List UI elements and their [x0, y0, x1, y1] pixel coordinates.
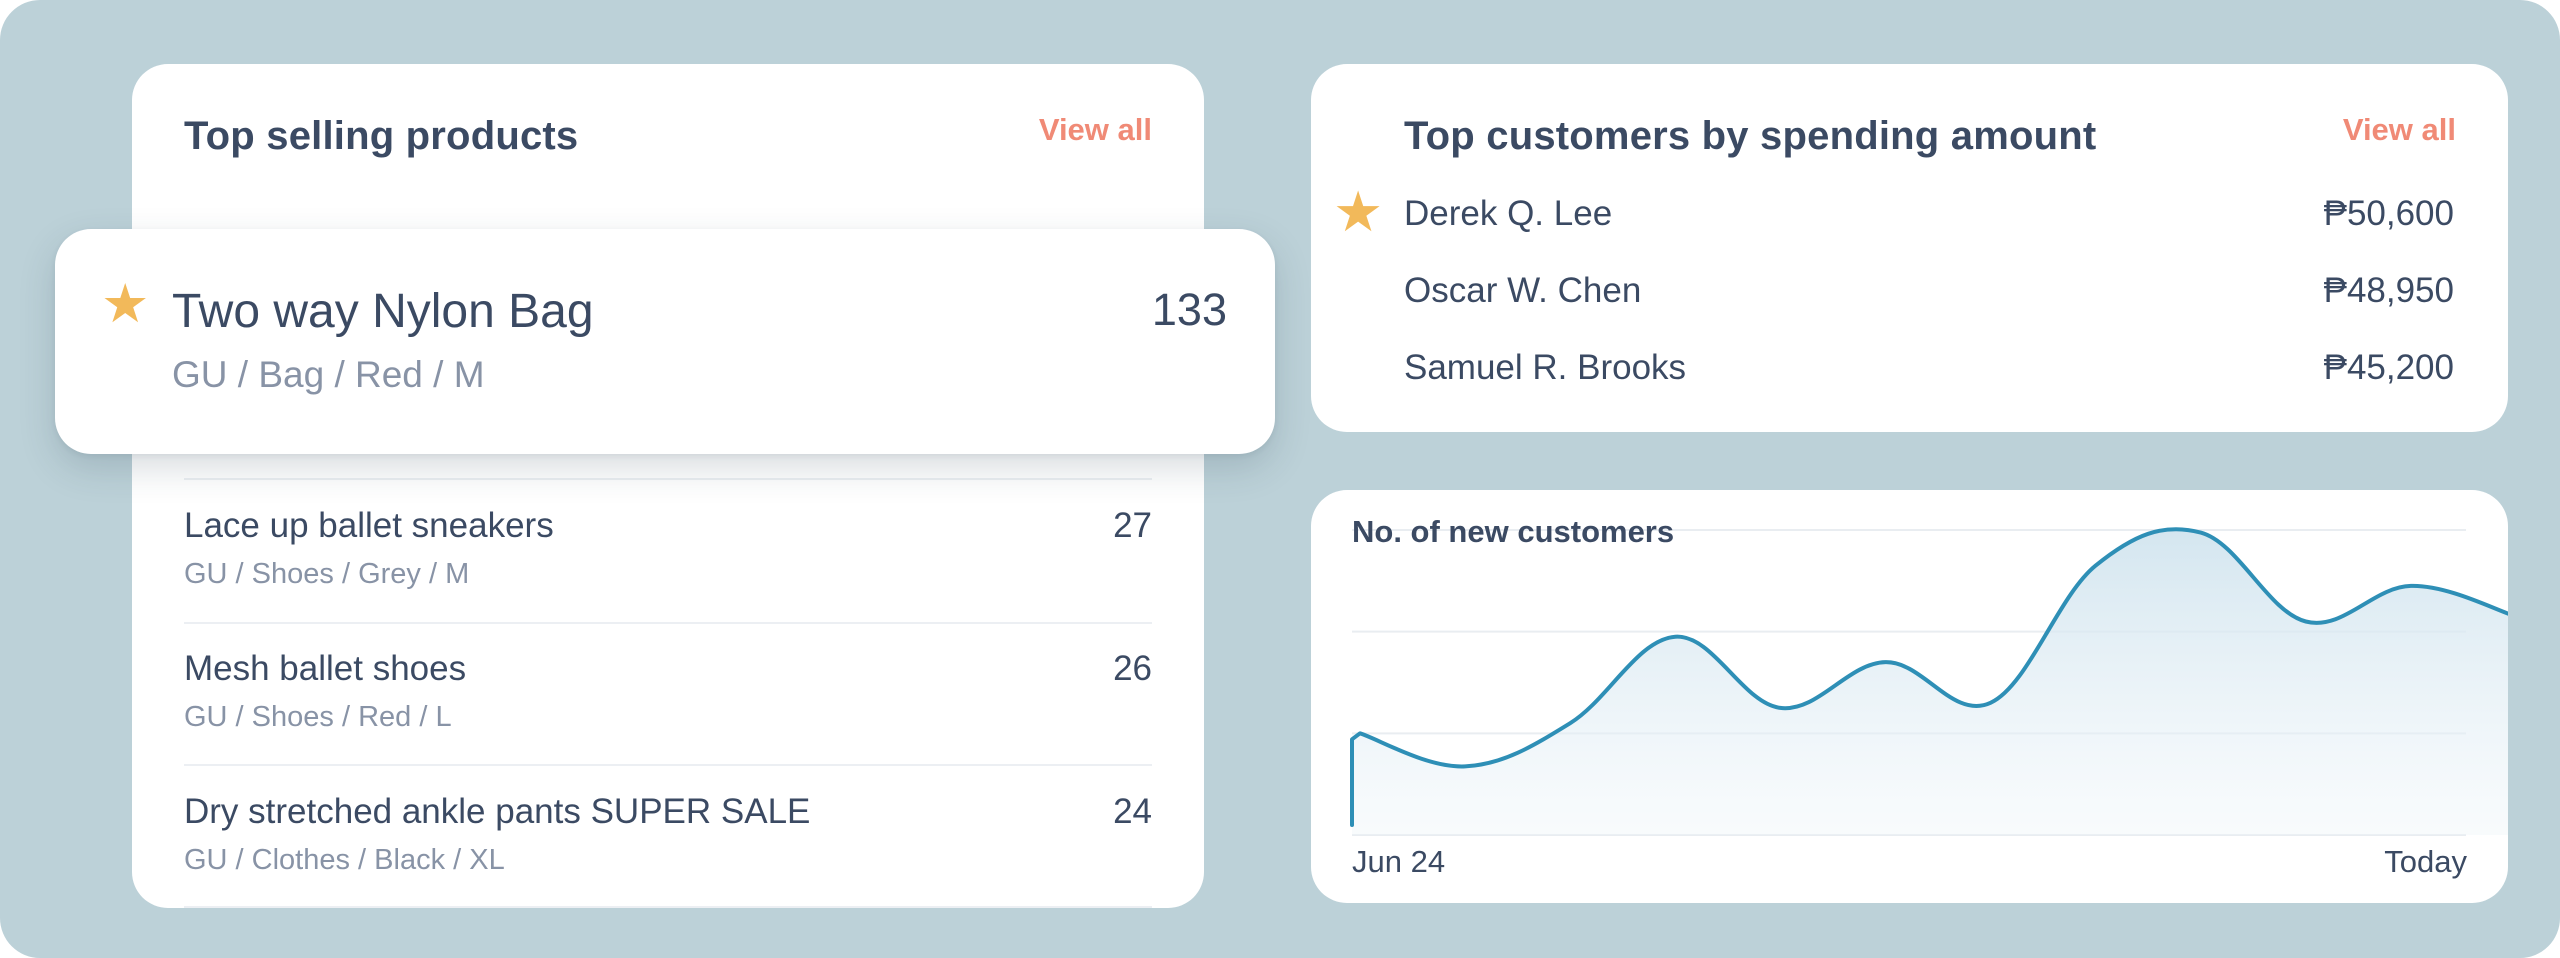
top-customers-card: Top customers by spending amount View al…: [1311, 64, 2508, 432]
chart-series-line: [1350, 527, 2508, 827]
featured-product-count: 133: [1151, 284, 1227, 335]
featured-product-variant: GU / Bag / Red / M: [172, 354, 485, 395]
top-customers-title: Top customers by spending amount: [1404, 114, 2097, 158]
product-row[interactable]: Lace up ballet sneakers GU / Shoes / Gre…: [184, 474, 1152, 614]
top-customers-view-all-link[interactable]: View all: [2342, 112, 2456, 147]
x-tick-label-start: Jun 24: [1352, 844, 1446, 879]
new-customers-chart: [1350, 527, 2508, 836]
featured-product-card[interactable]: ★ Two way Nylon Bag GU / Bag / Red / M 1…: [55, 229, 1275, 454]
featured-product-name: Two way Nylon Bag: [172, 285, 594, 338]
customer-name: Derek Q. Lee: [1404, 194, 1613, 233]
product-count: 24: [1113, 792, 1152, 831]
x-tick-label-end: Today: [2384, 844, 2467, 879]
chart-title: No. of new customers: [1352, 514, 1675, 549]
divider: [184, 764, 1152, 766]
product-name: Dry stretched ankle pants SUPER SALE: [184, 792, 811, 831]
divider: [184, 478, 1152, 480]
customer-amount: ₱45,200: [2323, 348, 2454, 387]
product-variant: GU / Shoes / Red / L: [184, 701, 452, 733]
divider: [184, 906, 1152, 908]
customer-amount: ₱50,600: [2323, 194, 2454, 233]
divider: [184, 622, 1152, 624]
product-row[interactable]: Mesh ballet shoes GU / Shoes / Red / L 2…: [184, 617, 1152, 757]
customer-row[interactable]: Samuel R. Brooks ₱45,200: [1404, 348, 2454, 408]
product-variant: GU / Clothes / Black / XL: [184, 844, 505, 876]
product-count: 26: [1113, 649, 1152, 688]
customer-row[interactable]: Derek Q. Lee ₱50,600: [1404, 194, 2454, 254]
new-customers-chart-card: No. of new customers Jun 24 Today: [1311, 490, 2508, 903]
chart-area: [1352, 529, 2508, 835]
product-variant: GU / Shoes / Grey / M: [184, 558, 470, 590]
customer-row[interactable]: Oscar W. Chen ₱48,950: [1404, 271, 2454, 331]
customer-amount: ₱48,950: [2323, 271, 2454, 310]
star-icon: ★: [101, 274, 150, 334]
product-name: Mesh ballet shoes: [184, 649, 467, 688]
top-products-view-all-link[interactable]: View all: [1038, 112, 1152, 147]
product-count: 27: [1113, 506, 1152, 545]
customer-name: Samuel R. Brooks: [1404, 348, 1687, 387]
product-name: Lace up ballet sneakers: [184, 506, 554, 545]
top-products-title: Top selling products: [184, 114, 579, 158]
customer-name: Oscar W. Chen: [1404, 271, 1642, 310]
product-row[interactable]: Dry stretched ankle pants SUPER SALE GU …: [184, 760, 1152, 900]
star-icon: ★: [1333, 180, 1384, 243]
top-selling-products-card: Top selling products View all Lace up ba…: [132, 64, 1204, 908]
